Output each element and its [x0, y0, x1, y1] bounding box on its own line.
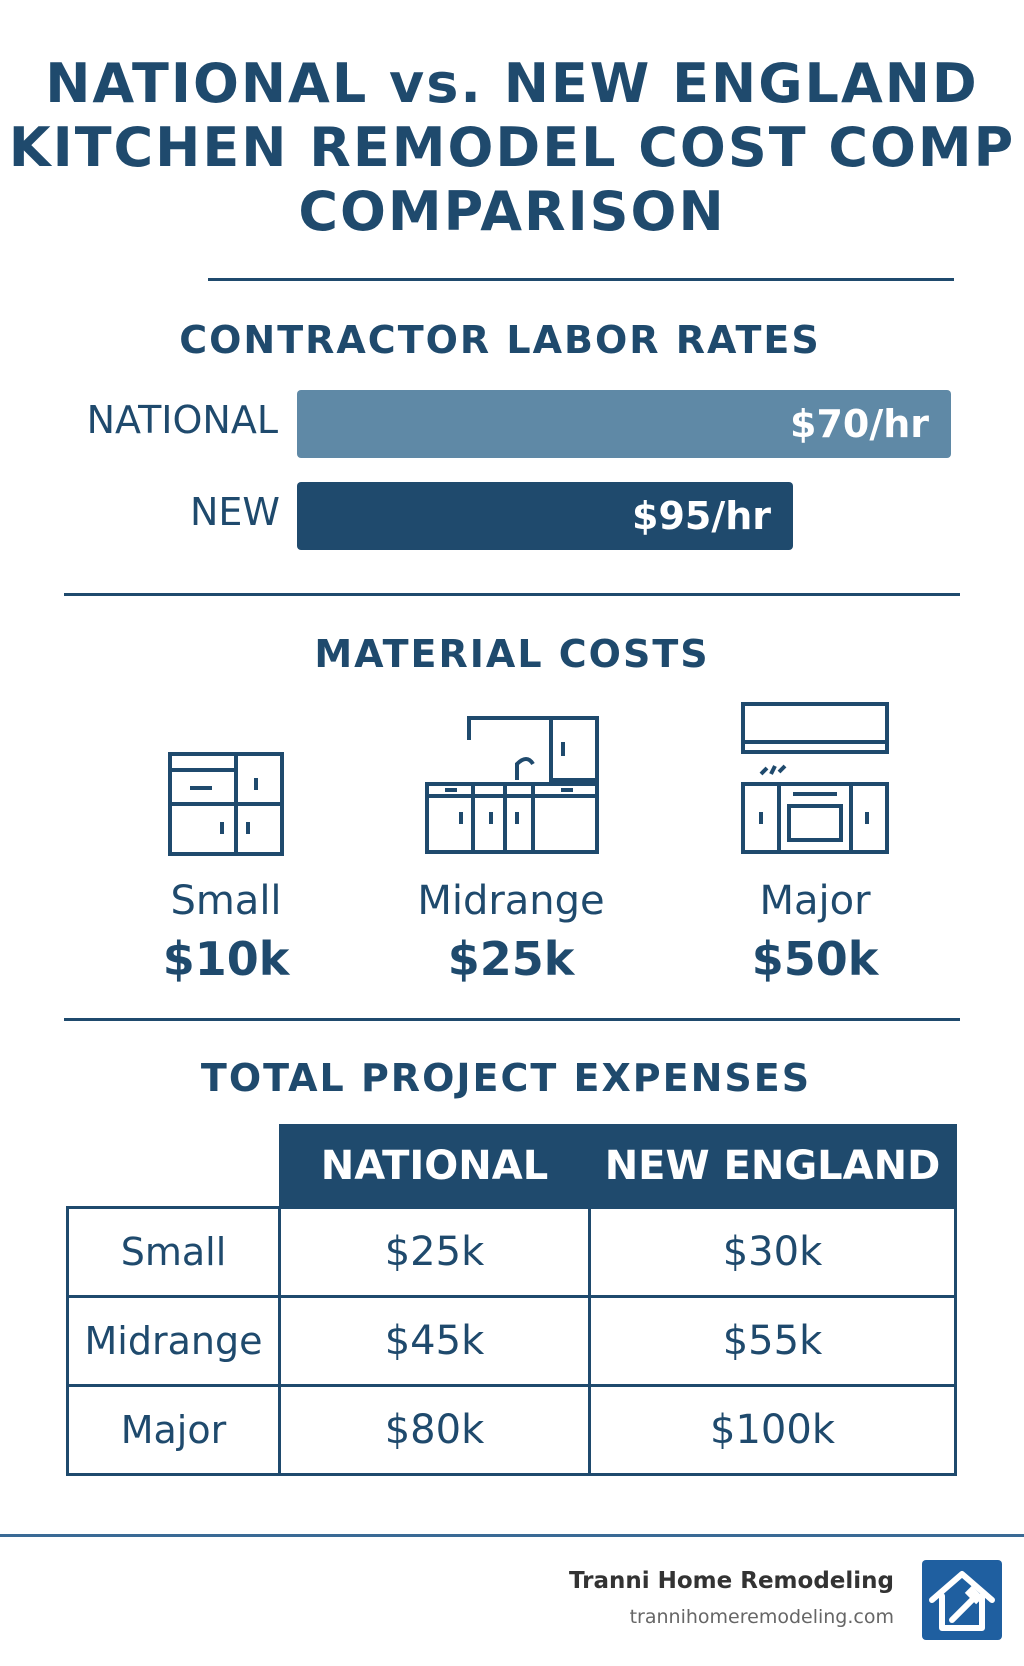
expenses-header-blank — [68, 1125, 280, 1208]
expenses-row-label-small: Small — [66, 1206, 281, 1298]
labor-bar-value-national: $70/hr — [790, 402, 929, 446]
page-title: NATIONAL vs. NEW ENGLAND KITCHEN REMODEL… — [0, 52, 1024, 244]
expenses-row-label-midrange: Midrange — [66, 1295, 281, 1387]
brand-block: Tranni Home Remodeling trannihomeremodel… — [569, 1568, 894, 1628]
table-row: Midrange $45k $55k — [66, 1295, 957, 1387]
title-line-1: NATIONAL vs. NEW ENGLAND — [45, 52, 979, 115]
logo-glyph — [929, 1571, 995, 1631]
divider-materials — [64, 1018, 960, 1021]
expenses-cell-small-national: $25k — [278, 1206, 591, 1298]
house-hammer-logo-icon — [922, 1560, 1002, 1640]
labor-bar-new: $95/hr — [297, 482, 793, 550]
expenses-cell-small-new-england: $30k — [588, 1206, 957, 1298]
divider-labor — [64, 593, 960, 596]
material-item-midrange: Midrange $25k — [381, 700, 641, 986]
table-row: Major $80k $100k — [66, 1384, 957, 1476]
footer-divider — [0, 1534, 1024, 1537]
expenses-table: NATIONAL NEW ENGLAND Small $25k $30k Mid… — [66, 1124, 957, 1476]
midrange-kitchen-icon — [425, 716, 599, 854]
expenses-header-row: NATIONAL NEW ENGLAND — [68, 1124, 957, 1209]
material-name-small: Small — [170, 878, 282, 924]
material-name-major: Major — [759, 878, 871, 924]
brand-url: trannihomeremodeling.com — [629, 1606, 894, 1628]
divider-top — [208, 278, 954, 281]
title-line-3: COMPARISON — [298, 180, 726, 243]
expenses-row-label-major: Major — [66, 1384, 281, 1476]
labor-section-title: CONTRACTOR LABOR RATES — [179, 318, 821, 362]
material-item-major: Major $50k — [685, 700, 945, 986]
material-name-midrange: Midrange — [417, 878, 605, 924]
labor-bar-label-national: NATIONAL — [86, 398, 278, 442]
expenses-cell-major-national: $80k — [278, 1384, 591, 1476]
expenses-col-new-england: NEW ENGLAND — [588, 1124, 957, 1209]
materials-section-title: MATERIAL COSTS — [314, 632, 710, 676]
labor-bar-value-new: $95/hr — [632, 494, 771, 538]
expenses-cell-major-new-england: $100k — [588, 1384, 957, 1476]
title-line-2: KITCHEN REMODEL COST COMP — [8, 116, 1016, 179]
expenses-col-national: NATIONAL — [278, 1124, 591, 1209]
material-item-small: Small $10k — [96, 700, 356, 986]
material-value-major: $50k — [751, 932, 879, 986]
brand-name: Tranni Home Remodeling — [568, 1568, 894, 1594]
expenses-cell-midrange-national: $45k — [278, 1295, 591, 1387]
major-kitchen-icon — [741, 702, 889, 854]
material-value-small: $10k — [162, 932, 290, 986]
material-value-midrange: $25k — [447, 932, 575, 986]
expenses-section-title: TOTAL PROJECT EXPENSES — [200, 1056, 812, 1100]
small-cabinet-icon — [168, 752, 284, 856]
labor-bar-label-new: NEW — [189, 490, 280, 534]
expenses-cell-midrange-new-england: $55k — [588, 1295, 957, 1387]
labor-bar-national: $70/hr — [297, 390, 951, 458]
table-row: Small $25k $30k — [66, 1206, 957, 1298]
